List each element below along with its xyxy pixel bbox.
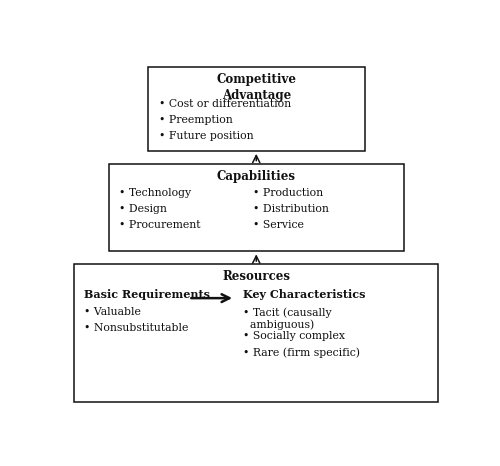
Text: Resources: Resources: [222, 270, 290, 283]
Text: • Technology: • Technology: [118, 188, 191, 198]
Text: • Socially complex: • Socially complex: [242, 331, 344, 342]
Text: • Production: • Production: [254, 188, 324, 198]
Bar: [148, 67, 365, 151]
Text: • Service: • Service: [254, 219, 304, 230]
Text: • Tacit (causally
  ambiguous): • Tacit (causally ambiguous): [242, 307, 332, 330]
Bar: [74, 264, 438, 402]
Bar: [109, 164, 404, 252]
Text: • Procurement: • Procurement: [118, 219, 200, 230]
Text: • Design: • Design: [118, 204, 166, 214]
Text: • Distribution: • Distribution: [254, 204, 329, 214]
Text: • Preemption: • Preemption: [158, 115, 232, 125]
Text: Capabilities: Capabilities: [217, 170, 296, 183]
Text: • Nonsubstitutable: • Nonsubstitutable: [84, 323, 188, 333]
Text: • Valuable: • Valuable: [84, 307, 140, 317]
Text: Basic Requirements: Basic Requirements: [84, 289, 210, 300]
Text: Competitive
Advantage: Competitive Advantage: [216, 73, 296, 102]
Text: • Rare (firm specific): • Rare (firm specific): [242, 347, 360, 358]
Text: Key Characteristics: Key Characteristics: [242, 289, 365, 300]
Text: • Cost or differentiation: • Cost or differentiation: [158, 99, 290, 109]
Text: • Future position: • Future position: [158, 130, 253, 141]
